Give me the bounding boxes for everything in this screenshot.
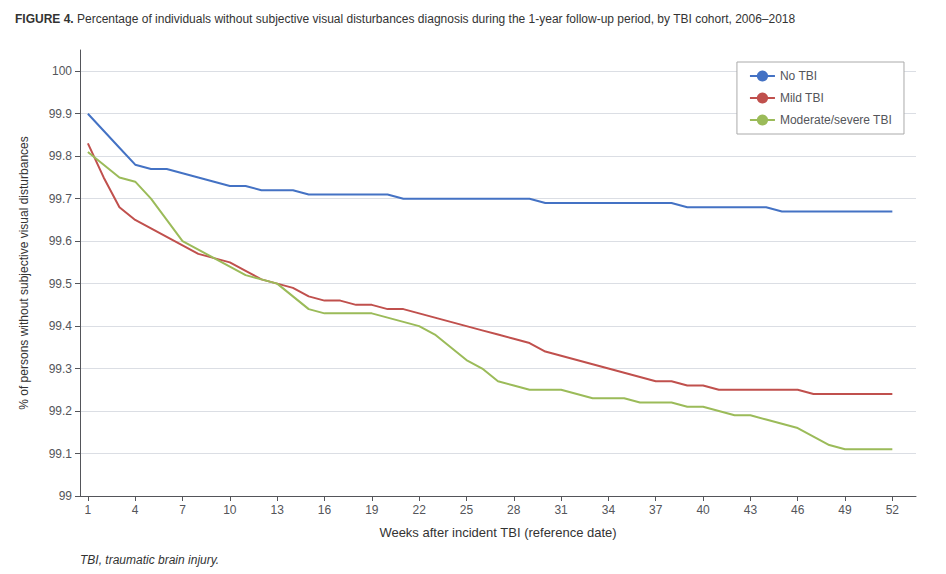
svg-text:34: 34 (602, 503, 616, 517)
svg-text:99.2: 99.2 (49, 404, 73, 418)
svg-text:99.8: 99.8 (49, 149, 73, 163)
svg-text:4: 4 (132, 503, 139, 517)
svg-text:46: 46 (791, 503, 805, 517)
svg-text:31: 31 (554, 503, 568, 517)
svg-text:16: 16 (318, 503, 332, 517)
svg-text:7: 7 (179, 503, 186, 517)
svg-text:99.7: 99.7 (49, 192, 73, 206)
svg-text:99: 99 (59, 489, 73, 503)
svg-text:No TBI: No TBI (780, 69, 817, 83)
svg-text:100: 100 (52, 64, 72, 78)
svg-text:40: 40 (696, 503, 710, 517)
svg-text:25: 25 (460, 503, 474, 517)
svg-text:13: 13 (270, 503, 284, 517)
svg-text:52: 52 (886, 503, 900, 517)
svg-text:% of persons without subjectiv: % of persons without subjective visual d… (17, 136, 31, 409)
svg-text:99.4: 99.4 (49, 319, 73, 333)
svg-text:99.1: 99.1 (49, 447, 73, 461)
svg-text:99.5: 99.5 (49, 277, 73, 291)
svg-text:Moderate/severe TBI: Moderate/severe TBI (780, 113, 892, 127)
svg-text:99.9: 99.9 (49, 107, 73, 121)
svg-text:28: 28 (507, 503, 521, 517)
svg-text:19: 19 (365, 503, 379, 517)
svg-text:Percentage of individuals with: Percentage of individuals without subjec… (74, 12, 796, 26)
svg-text:FIGURE 4.: FIGURE 4. (15, 12, 74, 26)
svg-text:43: 43 (744, 503, 758, 517)
svg-text:22: 22 (412, 503, 426, 517)
svg-text:10: 10 (223, 503, 237, 517)
svg-text:99.3: 99.3 (49, 362, 73, 376)
svg-text:Weeks after incident TBI (refe: Weeks after incident TBI (reference date… (379, 525, 616, 540)
svg-text:37: 37 (649, 503, 663, 517)
svg-text:Mild TBI: Mild TBI (780, 91, 824, 105)
svg-text:99.6: 99.6 (49, 234, 73, 248)
svg-text:49: 49 (838, 503, 852, 517)
svg-text:1: 1 (85, 503, 92, 517)
svg-text:TBI, traumatic brain injury.: TBI, traumatic brain injury. (80, 553, 219, 567)
